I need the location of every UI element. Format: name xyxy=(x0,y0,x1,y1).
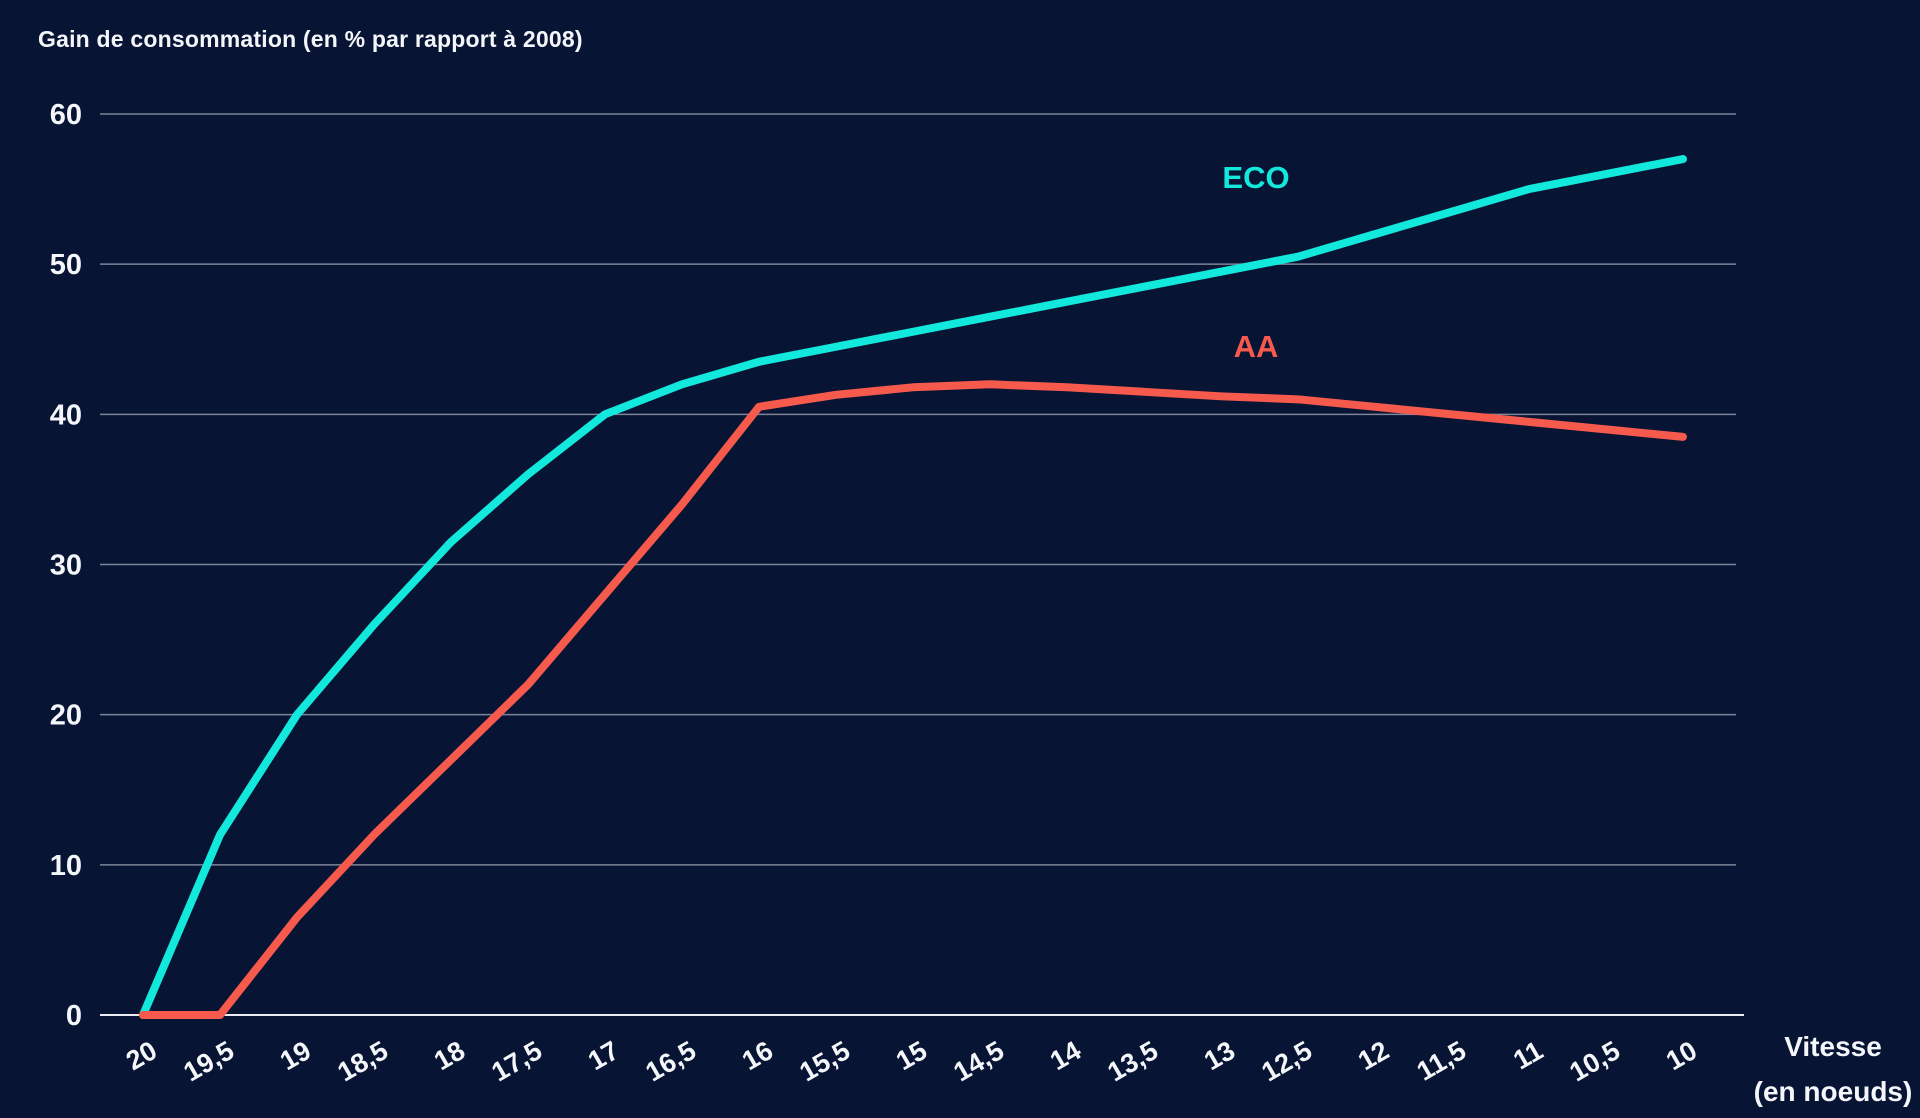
y-tick-label-40: 40 xyxy=(50,399,82,431)
x-tick-label-15,5: 15,5 xyxy=(794,1035,855,1087)
x-tick-label-11,5: 11,5 xyxy=(1412,1035,1471,1087)
x-tick-label-19: 19 xyxy=(275,1035,316,1076)
x-tick-label-12,5: 12,5 xyxy=(1256,1035,1317,1087)
x-tick-label-20: 20 xyxy=(121,1035,162,1076)
y-tick-label-50: 50 xyxy=(50,249,82,281)
x-tick-label-11: 11 xyxy=(1508,1035,1548,1075)
x-tick-label-14: 14 xyxy=(1045,1035,1086,1076)
x-tick-label-18,5: 18,5 xyxy=(332,1035,393,1087)
y-tick-label-0: 0 xyxy=(66,1000,82,1032)
x-tick-label-14,5: 14,5 xyxy=(948,1035,1009,1087)
x-axis-title-line1: Vitesse xyxy=(1784,1031,1882,1062)
x-tick-label-10: 10 xyxy=(1661,1035,1702,1076)
x-tick-label-12: 12 xyxy=(1353,1035,1394,1076)
y-tick-label-20: 20 xyxy=(50,700,82,732)
x-tick-label-18: 18 xyxy=(429,1035,470,1076)
x-tick-label-13,5: 13,5 xyxy=(1102,1035,1163,1087)
y-tick-label-10: 10 xyxy=(50,850,82,882)
x-tick-label-19,5: 19,5 xyxy=(178,1035,239,1087)
series-label-aa: AA xyxy=(1233,329,1279,364)
x-tick-label-13: 13 xyxy=(1199,1035,1240,1076)
x-tick-label-16: 16 xyxy=(737,1035,778,1076)
y-tick-label-60: 60 xyxy=(50,99,82,131)
x-axis-title-line2: (en noeuds) xyxy=(1753,1076,1913,1107)
series-line-aa xyxy=(139,380,1687,1019)
x-tick-label-17: 17 xyxy=(583,1035,624,1076)
y-tick-label-30: 30 xyxy=(50,550,82,582)
x-tick-label-17,5: 17,5 xyxy=(486,1035,547,1087)
x-axis-title: Vitesse (en noeuds) xyxy=(1742,1024,1920,1114)
x-tick-label-10,5: 10,5 xyxy=(1564,1035,1625,1087)
series-label-eco: ECO xyxy=(1222,160,1290,195)
chart-title: Gain de consommation (en % par rapport à… xyxy=(38,26,583,52)
series-line-eco xyxy=(139,155,1687,1019)
x-tick-label-15: 15 xyxy=(891,1035,932,1076)
x-tick-label-16,5: 16,5 xyxy=(640,1035,701,1087)
